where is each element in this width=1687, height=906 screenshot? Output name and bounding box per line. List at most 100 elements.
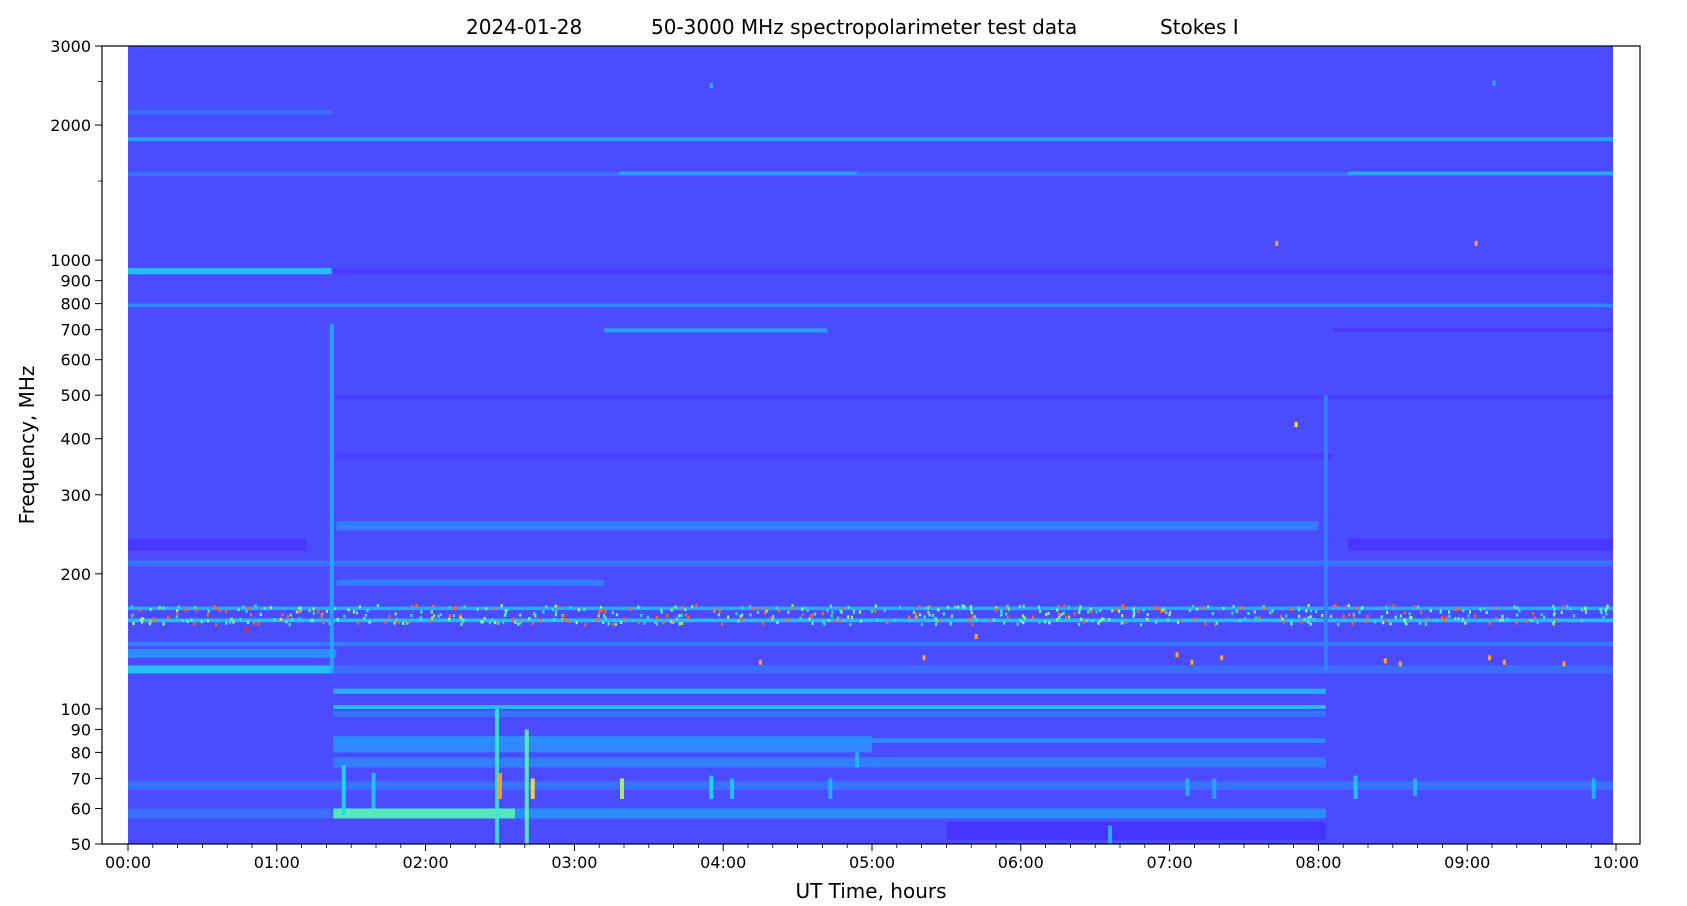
rfi-dot bbox=[1163, 609, 1166, 613]
isolated-spot bbox=[709, 82, 713, 88]
isolated-spot bbox=[1492, 80, 1496, 86]
rfi-dot bbox=[460, 622, 463, 626]
rfi-dot bbox=[317, 610, 320, 614]
rfi-dot bbox=[821, 611, 824, 615]
rfi-dot bbox=[1018, 618, 1021, 622]
rfi-dot bbox=[749, 605, 752, 609]
heatmap-band bbox=[128, 538, 307, 551]
rfi-dot bbox=[737, 619, 740, 623]
rfi-dot bbox=[1132, 610, 1136, 614]
heatmap-band bbox=[333, 808, 515, 819]
rfi-dot bbox=[1552, 621, 1555, 625]
burst-streak bbox=[498, 772, 502, 799]
rfi-dot bbox=[836, 616, 839, 620]
rfi-dot bbox=[602, 614, 606, 618]
rfi-dot bbox=[554, 613, 557, 617]
rfi-dot bbox=[623, 617, 626, 621]
burst-streak bbox=[1591, 778, 1596, 799]
rfi-dot bbox=[1111, 609, 1114, 613]
rfi-dot bbox=[1552, 613, 1556, 617]
rfi-dot bbox=[1000, 609, 1003, 613]
heatmap-band bbox=[128, 303, 1614, 308]
rfi-dot bbox=[1473, 614, 1477, 618]
rfi-dot bbox=[1468, 610, 1472, 614]
rfi-dot bbox=[1413, 605, 1416, 609]
rfi-dot bbox=[646, 615, 650, 619]
rfi-dot bbox=[577, 608, 581, 612]
rfi-dot bbox=[669, 620, 673, 624]
rfi-dot bbox=[1525, 620, 1528, 624]
rfi-dot bbox=[1364, 620, 1367, 624]
rfi-dot bbox=[1584, 610, 1588, 614]
rfi-dot bbox=[841, 607, 844, 611]
rfi-dot bbox=[1235, 609, 1238, 613]
rfi-dot bbox=[1536, 620, 1539, 624]
y-tick-label: 200 bbox=[60, 565, 91, 584]
rfi-dot bbox=[333, 607, 337, 611]
rfi-dot bbox=[517, 622, 520, 626]
rfi-dot bbox=[245, 609, 248, 613]
rfi-dot bbox=[1380, 615, 1383, 619]
rfi-dot bbox=[1540, 613, 1543, 617]
rfi-dot bbox=[1297, 606, 1300, 610]
rfi-dot bbox=[1530, 619, 1533, 623]
rfi-dot bbox=[1305, 609, 1308, 613]
burst-streak bbox=[709, 775, 714, 799]
rfi-dot bbox=[1281, 617, 1284, 621]
rfi-dot bbox=[666, 614, 669, 618]
rfi-dot bbox=[254, 604, 257, 608]
rfi-dot bbox=[1090, 610, 1093, 614]
rfi-dot bbox=[655, 622, 659, 626]
rfi-dot bbox=[1085, 618, 1088, 622]
rfi-dot bbox=[139, 618, 142, 622]
heatmap-band bbox=[128, 137, 1614, 142]
rfi-dot bbox=[870, 610, 874, 614]
rfi-dot bbox=[1516, 606, 1519, 610]
rfi-dot bbox=[1058, 615, 1061, 619]
rfi-dot bbox=[130, 605, 134, 609]
rfi-dot bbox=[1258, 616, 1261, 620]
rfi-dot bbox=[752, 607, 755, 611]
rfi-dot bbox=[764, 607, 767, 611]
heatmap-band bbox=[333, 710, 1326, 717]
rfi-dot bbox=[957, 605, 960, 609]
rfi-dot bbox=[181, 619, 184, 623]
rfi-dot bbox=[1307, 604, 1310, 608]
rfi-dot bbox=[1506, 617, 1509, 621]
rfi-dot bbox=[915, 612, 918, 616]
rfi-dot bbox=[970, 611, 973, 615]
rfi-dot bbox=[792, 606, 795, 610]
rfi-dot bbox=[771, 617, 774, 621]
rfi-dot bbox=[1424, 622, 1428, 626]
rfi-dot bbox=[1271, 609, 1274, 613]
rfi-dot bbox=[1426, 617, 1429, 621]
rfi-dot bbox=[1366, 614, 1369, 618]
rfi-dot bbox=[1499, 618, 1502, 622]
rfi-dot bbox=[1067, 615, 1071, 619]
rfi-dot bbox=[1448, 610, 1451, 614]
rfi-dot bbox=[184, 608, 187, 612]
rfi-dot bbox=[214, 606, 218, 610]
rfi-dot bbox=[1516, 613, 1519, 617]
rfi-dot bbox=[1488, 621, 1492, 625]
rfi-dot bbox=[1089, 607, 1092, 611]
rfi-dot bbox=[431, 604, 435, 608]
rfi-dot bbox=[847, 605, 850, 609]
burst-streak bbox=[1323, 395, 1328, 674]
rfi-dot bbox=[584, 623, 587, 627]
rfi-dot bbox=[1161, 608, 1164, 612]
rfi-dot bbox=[969, 607, 973, 611]
rfi-dot bbox=[483, 617, 486, 621]
rfi-dot bbox=[459, 616, 462, 620]
rfi-dot bbox=[811, 621, 814, 625]
x-tick-label: 00:00 bbox=[105, 853, 151, 872]
rfi-dot bbox=[402, 621, 405, 625]
rfi-dot bbox=[1416, 605, 1420, 609]
rfi-dot bbox=[554, 609, 558, 613]
x-tick-label: 05:00 bbox=[849, 853, 895, 872]
burst-streak bbox=[495, 708, 500, 844]
rfi-dot bbox=[502, 620, 505, 624]
rfi-dot bbox=[1352, 612, 1355, 616]
y-tick-label: 700 bbox=[60, 321, 91, 340]
rfi-dot bbox=[1191, 604, 1195, 608]
